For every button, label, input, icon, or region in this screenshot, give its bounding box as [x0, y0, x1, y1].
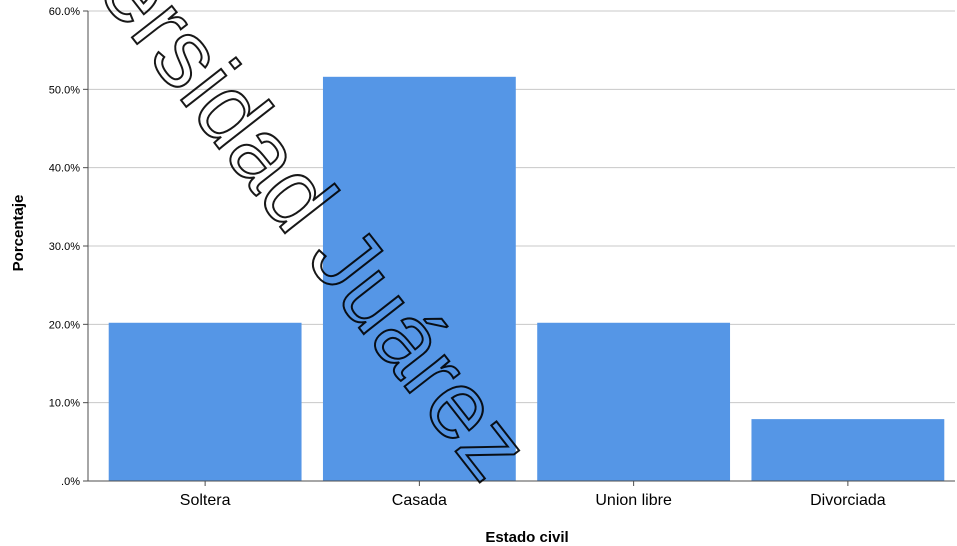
bar-casada	[322, 76, 516, 482]
y-tick-label: 30.0%	[49, 241, 80, 253]
y-tick-label: 60.0%	[49, 6, 80, 18]
x-tick-label: Union libre	[595, 492, 672, 509]
x-tick-label: Soltera	[180, 492, 231, 509]
x-axis-ticks: Soltera Casada Union libre Divorciada	[180, 481, 886, 509]
bar-soltera	[108, 322, 302, 481]
y-tick-label: 20.0%	[49, 319, 80, 331]
bars	[108, 76, 945, 482]
x-axis-title: Estado civil	[485, 529, 568, 546]
y-tick-label: .0%	[61, 476, 80, 488]
y-axis-ticks: .0% 10.0% 20.0% 30.0% 40.0% 50.0% 60.0%	[49, 6, 88, 488]
bar-divorciada	[751, 419, 945, 481]
bar-union-libre	[537, 322, 731, 481]
y-axis-title: Porcentaje	[10, 195, 27, 272]
x-tick-label: Divorciada	[810, 492, 886, 509]
y-tick-label: 50.0%	[49, 84, 80, 96]
y-tick-label: 10.0%	[49, 398, 80, 410]
x-tick-label: Casada	[392, 492, 447, 509]
y-tick-label: 40.0%	[49, 163, 80, 175]
